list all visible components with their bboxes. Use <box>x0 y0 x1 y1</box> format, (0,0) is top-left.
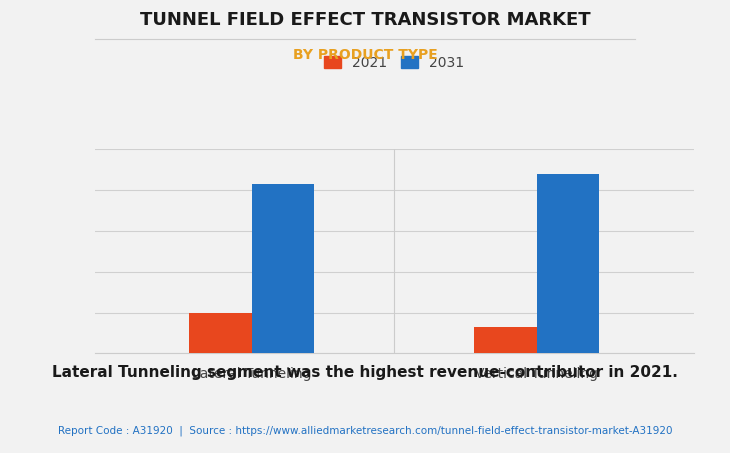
Text: BY PRODUCT TYPE: BY PRODUCT TYPE <box>293 48 437 62</box>
Bar <box>189 313 252 353</box>
Bar <box>537 174 599 353</box>
Bar <box>474 327 537 353</box>
Text: TUNNEL FIELD EFFECT TRANSISTOR MARKET: TUNNEL FIELD EFFECT TRANSISTOR MARKET <box>139 11 591 29</box>
Bar <box>252 184 315 353</box>
Legend: 2021, 2031: 2021, 2031 <box>319 50 469 76</box>
Text: Report Code : A31920  |  Source : https://www.alliedmarketresearch.com/tunnel-fi: Report Code : A31920 | Source : https://… <box>58 426 672 436</box>
Text: Lateral Tunneling segment was the highest revenue-contributor in 2021.: Lateral Tunneling segment was the highes… <box>52 365 678 380</box>
